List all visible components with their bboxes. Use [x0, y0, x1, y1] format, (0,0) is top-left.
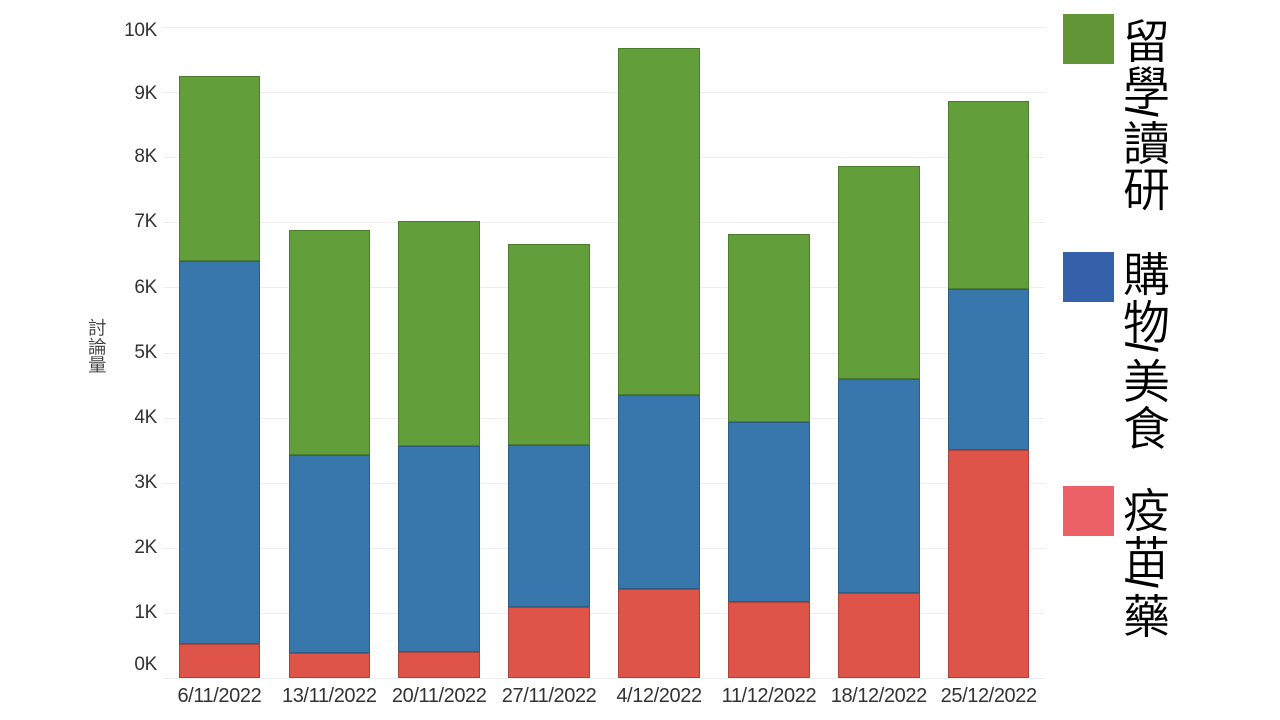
y-tick-label-2K: 2K — [134, 537, 157, 559]
bar-segment-4/12/2022-購物/美食[interactable] — [618, 394, 700, 589]
gridline-6K — [164, 287, 1044, 289]
bar-segment-20/11/2022-留學/讀研[interactable] — [398, 220, 480, 447]
cjk-glyph-path — [88, 318, 106, 337]
x-tick-label-11/12/2022: 11/12/2022 — [721, 685, 817, 707]
cjk-glyph-path — [1124, 121, 1168, 165]
cjk-glyph-path — [1123, 300, 1168, 344]
legend-swatch-疫苗/藥[interactable] — [1063, 485, 1114, 536]
gridline-9K — [164, 92, 1044, 94]
y-tick-label-8K: 8K — [134, 146, 157, 168]
bar-segment-20/11/2022-疫苗/藥[interactable] — [398, 651, 480, 678]
bar-segment-18/12/2022-留學/讀研[interactable] — [838, 166, 920, 379]
cjk-glyph-path — [1124, 405, 1168, 449]
bar-segment-11/12/2022-留學/讀研[interactable] — [728, 234, 810, 422]
bar-segment-27/11/2022-購物/美食[interactable] — [508, 444, 590, 608]
cjk-glyph — [1124, 594, 1168, 638]
cjk-glyph-path — [1125, 536, 1167, 580]
legend-swatch-購物/美食[interactable] — [1063, 252, 1114, 302]
gridline-3K — [164, 482, 1044, 484]
y-tick-label-0K: 0K — [134, 653, 157, 675]
gridline-2K — [164, 547, 1044, 549]
cjk-glyph-path — [88, 356, 106, 373]
bar-segment-13/11/2022-購物/美食[interactable] — [288, 455, 371, 654]
cjk-glyph-path — [1124, 358, 1168, 402]
bar-segment-11/12/2022-疫苗/藥[interactable] — [728, 602, 810, 678]
cjk-glyph — [1125, 66, 1168, 109]
gridline-0K — [164, 678, 1044, 679]
legend-swatch-留學/讀研[interactable] — [1063, 14, 1114, 64]
gridline-8K — [164, 157, 1044, 159]
bar-segment-27/11/2022-留學/讀研[interactable] — [508, 244, 590, 445]
cjk-glyph — [1125, 536, 1167, 580]
y-tick-label-1K: 1K — [134, 602, 157, 624]
y-tick-label-3K: 3K — [134, 471, 157, 493]
x-tick-label-6/11/2022: 6/11/2022 — [177, 685, 262, 707]
bar-segment-4/12/2022-留學/讀研[interactable] — [618, 47, 700, 395]
y-tick-label-5K: 5K — [134, 341, 157, 363]
cjk-glyph-path — [1125, 66, 1168, 109]
bar-segment-6/11/2022-疫苗/藥[interactable] — [178, 644, 261, 678]
bar-segment-25/12/2022-留學/讀研[interactable] — [947, 100, 1030, 290]
y-tick-label-4K: 4K — [134, 406, 157, 428]
bar-segment-13/11/2022-留學/讀研[interactable] — [288, 230, 371, 456]
gridline-7K — [164, 222, 1044, 224]
cjk-glyph-path — [1124, 252, 1168, 296]
y-tick-label-6K: 6K — [134, 276, 157, 298]
cjk-glyph — [88, 356, 106, 373]
x-tick-label-27/11/2022: 27/11/2022 — [501, 685, 597, 707]
cjk-glyph-path — [88, 337, 106, 355]
x-tick-label-4/12/2022: 4/12/2022 — [616, 685, 702, 707]
bar-segment-6/11/2022-留學/讀研[interactable] — [178, 75, 261, 261]
cjk-glyph-path — [1126, 19, 1166, 63]
cjk-glyph — [1124, 405, 1168, 449]
cjk-glyph — [1124, 487, 1168, 531]
cjk-glyph-path — [1124, 487, 1168, 531]
bar-segment-4/12/2022-疫苗/藥[interactable] — [618, 588, 700, 678]
cjk-glyph — [88, 318, 106, 337]
cjk-glyph — [1124, 107, 1158, 117]
bar-segment-27/11/2022-疫苗/藥[interactable] — [508, 607, 590, 678]
cjk-glyph — [1124, 121, 1168, 165]
cjk-glyph-path — [1124, 594, 1168, 638]
cjk-glyph — [88, 337, 106, 355]
x-tick-label-13/11/2022: 13/11/2022 — [281, 685, 377, 707]
cjk-glyph-path — [1124, 107, 1158, 117]
cjk-glyph — [1124, 342, 1158, 353]
bar-segment-6/11/2022-購物/美食[interactable] — [178, 260, 261, 645]
y-tick-label-7K: 7K — [134, 211, 157, 233]
bar-segment-13/11/2022-疫苗/藥[interactable] — [288, 653, 371, 678]
cjk-glyph-path — [1124, 342, 1158, 353]
gridline-4K — [164, 417, 1044, 419]
bar-segment-25/12/2022-疫苗/藥[interactable] — [947, 450, 1030, 678]
x-tick-label-20/11/2022: 20/11/2022 — [391, 685, 487, 707]
cjk-glyph-path — [1124, 578, 1158, 588]
cjk-glyph — [1126, 19, 1166, 63]
bar-segment-20/11/2022-購物/美食[interactable] — [398, 446, 480, 652]
cjk-glyph — [1124, 169, 1168, 211]
bar-segment-18/12/2022-疫苗/藥[interactable] — [838, 593, 920, 678]
cjk-glyph-path — [1124, 169, 1168, 211]
cjk-glyph — [1124, 252, 1168, 296]
bar-segment-11/12/2022-購物/美食[interactable] — [728, 421, 810, 603]
x-tick-label-18/12/2022: 18/12/2022 — [830, 685, 928, 707]
bar-segment-18/12/2022-購物/美食[interactable] — [838, 378, 920, 594]
gridline-10K — [164, 27, 1044, 28]
y-tick-label-9K: 9K — [134, 83, 157, 105]
x-tick-label-25/12/2022: 25/12/2022 — [940, 685, 1038, 707]
gridline-5K — [164, 352, 1044, 354]
bar-segment-25/12/2022-購物/美食[interactable] — [947, 289, 1030, 451]
cjk-glyph — [1123, 300, 1168, 344]
cjk-glyph — [1124, 358, 1168, 402]
cjk-glyph — [1124, 578, 1158, 588]
gridline-1K — [164, 612, 1044, 614]
y-tick-label-10K: 10K — [124, 20, 157, 42]
